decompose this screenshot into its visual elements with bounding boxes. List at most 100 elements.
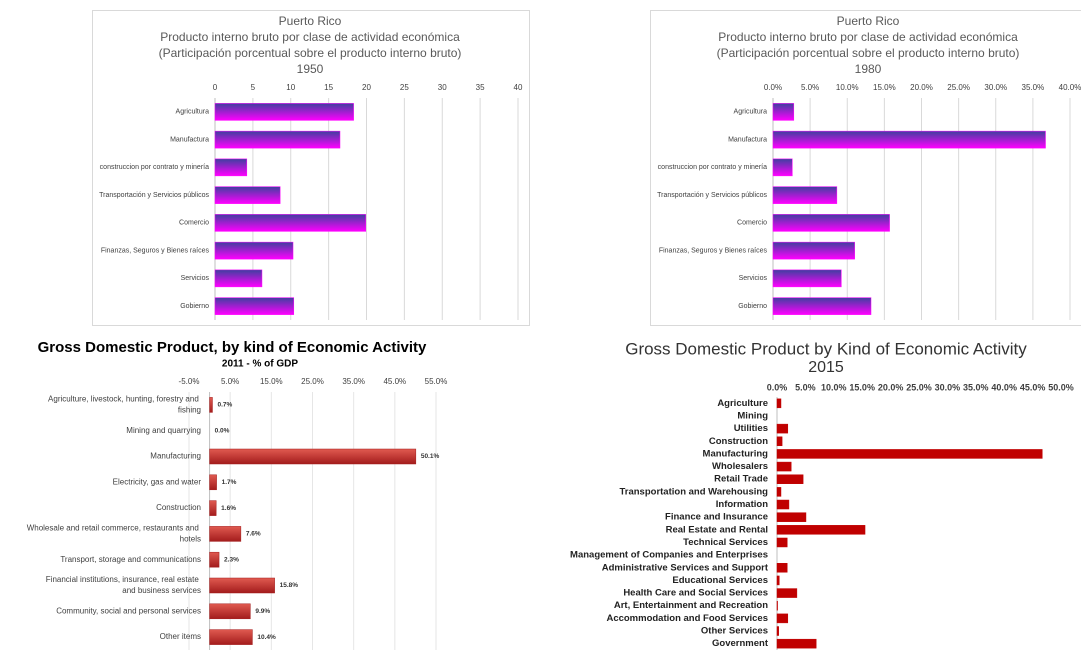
bar <box>209 526 242 542</box>
x-tick-label: 35 <box>476 83 485 92</box>
y-tick-label: Transportation and Warehousing <box>620 486 769 497</box>
y-tick-label: Transportación y Servicios públicos <box>657 192 767 199</box>
x-tick-label: 10 <box>286 83 295 92</box>
x-tick-label: 40.0% <box>991 382 1017 392</box>
bar <box>772 269 842 288</box>
bar <box>772 130 1046 149</box>
chart-title: Gross Domestic Product, by kind of Econo… <box>38 339 427 356</box>
bar <box>776 588 798 598</box>
x-tick-label: 15.0% <box>873 83 896 92</box>
x-tick-label: 40.0% <box>1059 83 1081 92</box>
value-label: 2.3% <box>224 556 239 563</box>
y-tick-label: Construction <box>709 436 768 447</box>
chart-frame <box>650 10 1081 326</box>
value-label: 50.1% <box>421 453 440 460</box>
y-tick-label: Manufacturing <box>150 452 201 461</box>
y-tick-label: Comercio <box>737 220 767 227</box>
bar <box>776 613 789 624</box>
bar <box>776 436 783 447</box>
x-tick-label: 55.0% <box>425 377 448 386</box>
bar <box>209 577 275 594</box>
y-tick-label: Comercio <box>179 220 209 227</box>
bar <box>776 398 782 409</box>
chart-title: Puerto Rico <box>837 14 900 28</box>
bar <box>209 551 220 568</box>
value-label: 1.7% <box>222 479 237 486</box>
bar <box>214 158 248 177</box>
bar <box>209 397 213 413</box>
bar <box>772 297 872 315</box>
value-label: 15.8% <box>280 582 299 589</box>
x-tick-label: 25.0% <box>947 83 970 92</box>
bar <box>214 130 341 149</box>
y-tick-label: Manufactura <box>170 136 209 143</box>
bar <box>776 449 1043 459</box>
x-tick-label: 5.0% <box>221 377 239 386</box>
bar <box>776 499 790 510</box>
x-tick-label: 45.0% <box>383 377 406 386</box>
y-tick-label: Finanzas, Seguros y Bienes raíces <box>659 247 768 254</box>
chart-title: (Participación porcentual sobre el produ… <box>159 46 462 60</box>
bar <box>776 575 780 586</box>
bar <box>209 603 251 620</box>
x-tick-label: 25 <box>400 83 409 92</box>
x-tick-label: 10.0% <box>821 382 847 392</box>
y-tick-label: Accommodation and Food Services <box>606 613 768 624</box>
x-tick-label: 20 <box>362 83 371 92</box>
y-tick-label: Finanzas, Seguros y Bienes raíces <box>101 247 210 254</box>
y-tick-label: Other items <box>160 632 201 641</box>
y-tick-label: Educational Services <box>672 575 768 586</box>
x-tick-label: 40 <box>514 83 523 92</box>
bar <box>776 600 778 611</box>
chart-title: Gross Domestic Product by Kind of Econom… <box>625 339 1027 358</box>
y-tick-label: Servicios <box>739 275 768 282</box>
x-tick-label: 35.0% <box>1022 83 1045 92</box>
bar <box>776 461 792 472</box>
bar <box>214 214 366 232</box>
x-tick-label: 5 <box>251 83 256 92</box>
y-tick-label: Gobierno <box>180 303 209 310</box>
x-tick-label: 35.0% <box>342 377 365 386</box>
x-tick-label: 50.0% <box>1048 382 1074 392</box>
value-label: 10.4% <box>257 634 276 641</box>
value-label: 7.6% <box>246 531 261 538</box>
bar <box>776 423 789 434</box>
bar <box>209 629 253 645</box>
y-tick-label: Information <box>716 499 768 510</box>
y-tick-label: Manufacturing <box>703 448 769 459</box>
bar <box>776 474 804 484</box>
bar <box>772 103 795 121</box>
chart-title: 1950 <box>297 62 324 76</box>
y-tick-label: Other Services <box>701 626 768 637</box>
value-label: 1.6% <box>221 505 236 512</box>
x-tick-label: 0.0% <box>764 83 782 92</box>
x-tick-label: 30.0% <box>935 382 961 392</box>
y-tick-label: Financial institutions, insurance, real … <box>46 575 201 595</box>
chart-title: (Participación porcentual sobre el produ… <box>717 46 1020 60</box>
x-tick-label: 0 <box>213 83 218 92</box>
y-tick-label: Agriculture <box>717 398 768 409</box>
bar <box>214 269 263 288</box>
bar <box>214 297 295 315</box>
y-tick-label: Real Estate and Rental <box>666 524 768 535</box>
chart-title: 1980 <box>855 62 882 76</box>
bar <box>776 626 779 636</box>
y-tick-label: Gobierno <box>738 303 767 310</box>
x-tick-label: -5.0% <box>179 377 200 386</box>
bar <box>776 487 782 497</box>
y-tick-label: construccion por contrato y minería <box>658 164 767 171</box>
bar <box>209 448 417 465</box>
bar <box>776 537 788 548</box>
value-label: 9.9% <box>255 608 270 615</box>
y-tick-label: Administrative Services and Support <box>602 562 769 573</box>
y-tick-label: Servicios <box>181 275 210 282</box>
bar <box>776 525 866 535</box>
y-tick-label: Manufactura <box>728 136 767 143</box>
y-tick-label: Mining <box>737 410 768 421</box>
bar <box>214 241 294 260</box>
y-tick-label: Electricity, gas and water <box>113 477 202 486</box>
y-tick-label: Transport, storage and communications <box>60 555 201 564</box>
y-tick-label: Community, social and personal services <box>56 606 201 615</box>
x-tick-label: 5.0% <box>795 382 816 392</box>
